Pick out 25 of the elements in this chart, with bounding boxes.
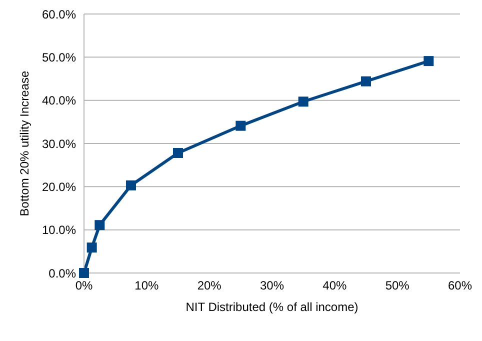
y-tick-label: 0.0% <box>48 266 76 280</box>
y-tick-label: 50.0% <box>42 50 76 64</box>
point <box>236 120 246 131</box>
point <box>298 96 308 107</box>
point <box>79 268 89 278</box>
y-tick-label: 20.0% <box>42 180 76 194</box>
point <box>173 148 183 158</box>
x-tick-label: 40% <box>322 278 347 293</box>
x-tick-label: 30% <box>260 278 284 293</box>
y-tick-label: 10.0% <box>42 223 76 238</box>
y-tick-label: 60.0% <box>42 7 76 22</box>
x-tick-label: 10% <box>134 278 159 293</box>
y-axis-title: Bottom 20% utility Increase <box>17 70 32 216</box>
x-tick-label: 60% <box>448 278 472 293</box>
x-tick-label: 50% <box>385 278 410 293</box>
point <box>424 56 434 66</box>
point <box>361 76 371 86</box>
x-tick-label: 20% <box>197 278 222 293</box>
point <box>94 220 105 230</box>
y-tick-label: 30.0% <box>42 136 76 151</box>
x-axis-title: NIT Distributed (% of all income) <box>186 300 358 314</box>
point <box>126 180 136 190</box>
point <box>86 242 97 253</box>
x-tick-label: 0% <box>75 278 93 293</box>
y-tick-label: 40.0% <box>42 94 76 108</box>
